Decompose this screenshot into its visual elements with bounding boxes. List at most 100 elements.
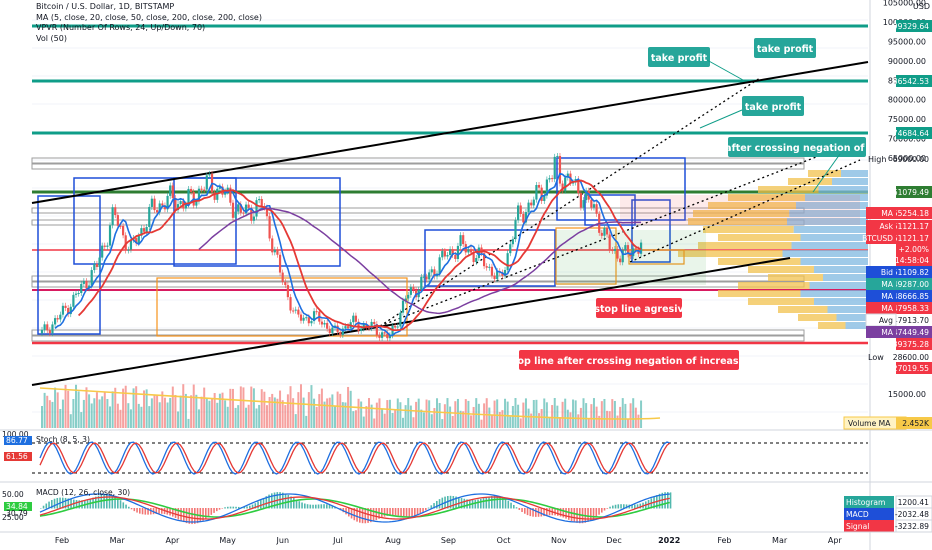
- vpvr-bar-up: [738, 282, 810, 289]
- macd-histogram-bar: [620, 504, 622, 509]
- macd-title: MACD (12, 26, close, 30): [36, 488, 130, 497]
- macd-histogram-bar: [598, 508, 600, 515]
- price-tag-kind-bg: [866, 207, 896, 219]
- macd-histogram-bar: [403, 508, 405, 517]
- volume-bar: [326, 398, 329, 428]
- macd-histogram-bar: [430, 505, 433, 509]
- vpvr-bar-down: [793, 226, 868, 233]
- volume-bar: [449, 406, 452, 428]
- candle-body: [46, 324, 49, 331]
- volume-bar: [532, 400, 535, 428]
- candle-body: [501, 272, 504, 276]
- volume-bar: [289, 386, 292, 428]
- macd-histogram-bar: [185, 508, 188, 524]
- volume-bar: [299, 384, 302, 428]
- volume-bar: [422, 412, 425, 428]
- candle-body: [485, 266, 488, 268]
- candle-body: [129, 239, 133, 250]
- high-tag: High: [868, 155, 886, 164]
- gray-range-box: [31, 335, 805, 342]
- price-tag-kind: MA: [881, 280, 894, 289]
- price-tag-value: 61079.49: [893, 188, 929, 197]
- macd-histogram-bar: [595, 508, 598, 517]
- volume-bar: [61, 399, 64, 428]
- macd-histogram-bar: [463, 498, 466, 509]
- macd-histogram-bar: [306, 504, 309, 509]
- macd-histogram-bar: [570, 508, 573, 522]
- macd-histogram-bar: [455, 496, 457, 509]
- volume-bar: [258, 404, 261, 428]
- candle-body: [375, 324, 378, 336]
- candle-body: [443, 251, 446, 257]
- macd-histogram-bar: [45, 503, 48, 509]
- candle-body: [276, 249, 279, 255]
- volume-bar: [48, 400, 51, 428]
- candle-body: [106, 245, 109, 247]
- macd-histogram-bar: [350, 508, 353, 519]
- volume-bar: [540, 409, 543, 428]
- volume-bar: [564, 398, 567, 428]
- volume-bar: [95, 392, 98, 428]
- price-tag-value: 51121.17: [893, 234, 929, 243]
- volume-bar: [381, 408, 384, 428]
- volume-bar: [357, 398, 360, 428]
- vpvr-bar-down: [800, 234, 868, 241]
- candle-body: [422, 276, 426, 278]
- macd-histogram-bar: [48, 501, 50, 509]
- candle-body: [72, 294, 75, 307]
- candle-body: [556, 155, 559, 157]
- price-tag-value: 86542.53: [893, 77, 929, 86]
- candle-body: [545, 179, 548, 196]
- vpvr-bar-down: [814, 298, 868, 305]
- macd-tick: 50.00: [2, 490, 24, 499]
- volume-bar: [67, 390, 70, 428]
- volume-bar: [556, 405, 559, 428]
- price-tag-kind: MA: [881, 304, 894, 313]
- volume-ma-value: 2.452K: [902, 419, 930, 428]
- macd-histogram-bar: [526, 508, 529, 516]
- macd-histogram-bar: [301, 502, 303, 509]
- volume-bar: [498, 411, 501, 428]
- vpvr-bar-down: [832, 178, 868, 185]
- price-tag-value: 47958.33: [893, 304, 929, 313]
- volume-bar: [284, 405, 287, 428]
- volume-bar: [373, 418, 376, 428]
- volume-bar: [545, 402, 548, 428]
- volume-bar: [41, 406, 43, 428]
- candle-body: [611, 250, 614, 252]
- macd-histogram-bar: [315, 504, 317, 509]
- volume-bar: [310, 385, 313, 428]
- volume-bar: [218, 393, 221, 428]
- volume-bar: [451, 415, 454, 428]
- candle-body: [137, 235, 140, 244]
- trendline-dotted-2: [379, 139, 861, 327]
- volume-bar: [114, 387, 117, 428]
- volume-bar: [103, 392, 106, 428]
- candle-body: [553, 156, 556, 180]
- macd-histogram-bar: [320, 504, 323, 509]
- candle-body: [101, 245, 104, 258]
- volume-bar: [375, 402, 378, 428]
- volume-bar: [273, 397, 276, 428]
- macd-histogram-bar: [433, 503, 435, 509]
- volume-bar: [116, 403, 119, 428]
- price-tick-label: 105000.00: [883, 0, 926, 8]
- volume-bar: [378, 398, 381, 428]
- price-tag-kind-bg: [866, 232, 896, 244]
- volume-bar: [488, 407, 491, 428]
- macd-histogram-bar: [51, 499, 53, 509]
- vpvr-bar-up: [798, 314, 837, 321]
- volume-bar: [286, 394, 289, 428]
- drawn-box-blue: [556, 157, 686, 221]
- macd-histogram-bar: [639, 503, 642, 509]
- macd-histogram-bar: [309, 504, 312, 509]
- macd-histogram-bar: [243, 506, 246, 509]
- candle-body: [621, 250, 624, 263]
- candle-body: [469, 249, 473, 253]
- macd-histogram-bar: [144, 508, 147, 515]
- volume-bar: [514, 398, 517, 428]
- macd-histogram-bar: [136, 508, 138, 513]
- macd-histogram-bar: [502, 497, 504, 509]
- macd-histogram-bar: [122, 502, 125, 509]
